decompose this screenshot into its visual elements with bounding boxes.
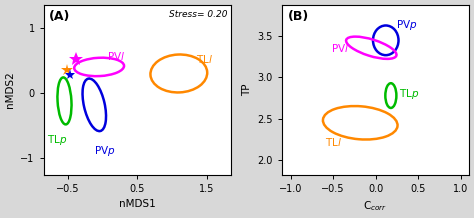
Text: TL$\it{l}$: TL$\it{l}$ bbox=[325, 136, 342, 148]
Y-axis label: TP: TP bbox=[242, 83, 252, 96]
Text: PV$\it{l}$: PV$\it{l}$ bbox=[331, 42, 349, 54]
X-axis label: nMDS1: nMDS1 bbox=[119, 199, 155, 209]
Text: TL$\it{l}$: TL$\it{l}$ bbox=[196, 53, 213, 65]
Text: Stress= 0.20: Stress= 0.20 bbox=[169, 10, 227, 19]
X-axis label: C$_{corr}$: C$_{corr}$ bbox=[364, 199, 388, 213]
Text: (B): (B) bbox=[288, 10, 309, 23]
Text: (A): (A) bbox=[49, 10, 71, 23]
Text: TL$\it{p}$: TL$\it{p}$ bbox=[47, 133, 67, 147]
Y-axis label: nMDS2: nMDS2 bbox=[5, 72, 15, 108]
Text: PV$\it{p}$: PV$\it{p}$ bbox=[94, 144, 116, 158]
Text: PV$\it{l}$: PV$\it{l}$ bbox=[107, 51, 125, 63]
Text: TL$\it{p}$: TL$\it{p}$ bbox=[399, 87, 419, 101]
Text: PV$\it{p}$: PV$\it{p}$ bbox=[396, 18, 418, 32]
